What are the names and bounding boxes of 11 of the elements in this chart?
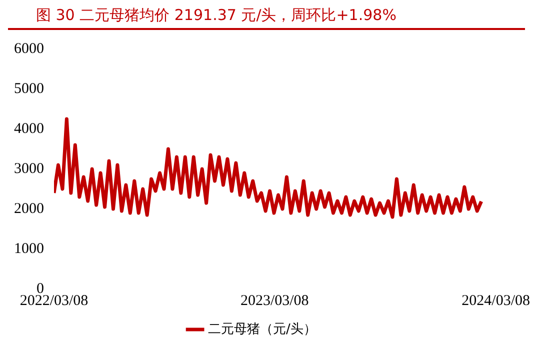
x-tick-label: 2023/03/08 [240,292,309,309]
y-tick-label: 5000 [14,80,44,97]
y-tick-label: 2000 [14,200,44,217]
legend-label: 二元母猪（元/头） [208,322,316,337]
y-tick-label: 6000 [14,40,44,57]
y-tick-label: 3000 [14,160,44,177]
x-tick-label: 2024/03/08 [462,292,530,309]
y-tick-label: 1000 [14,240,44,257]
y-tick-label: 4000 [14,120,44,137]
x-tick-label: 2022/03/08 [20,292,88,309]
chart-title: 图 30 二元母猪均价 2191.37 元/头，周环比+1.98% [8,0,525,30]
